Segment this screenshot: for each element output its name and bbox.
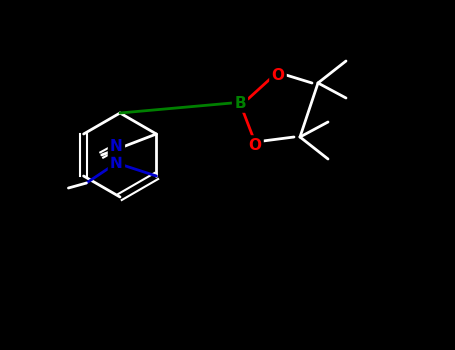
Text: O: O (272, 68, 284, 83)
Text: N: N (110, 140, 123, 154)
Text: N: N (110, 155, 123, 170)
Text: B: B (234, 96, 246, 111)
Text: O: O (248, 138, 262, 153)
